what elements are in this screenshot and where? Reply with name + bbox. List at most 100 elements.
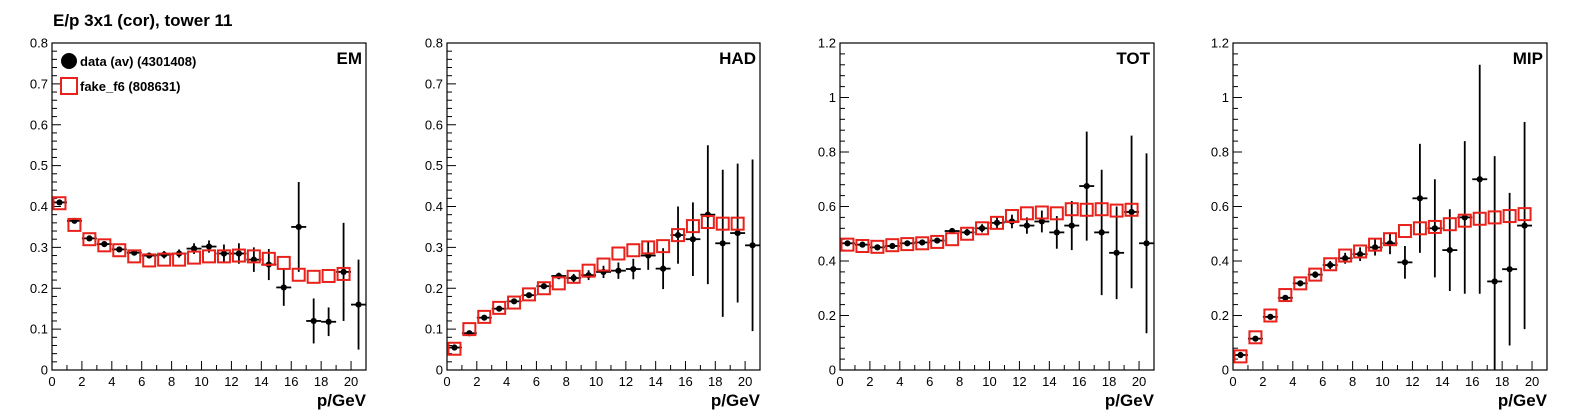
y-tick-label: 0	[829, 363, 836, 378]
data-point	[310, 317, 317, 325]
data-point	[1476, 176, 1483, 183]
legend-marker-fake	[60, 77, 78, 95]
x-tick-label: 18	[1102, 374, 1116, 389]
y-tick-label: 0.3	[425, 240, 443, 255]
data-point	[1098, 229, 1105, 236]
fake-point	[551, 276, 566, 291]
data-point	[889, 242, 896, 250]
x-tick-label: 2	[1259, 374, 1266, 389]
data-point	[1327, 261, 1334, 269]
fake-point	[900, 237, 915, 252]
fake-point	[1079, 202, 1094, 217]
y-tick-label: 0.7	[425, 76, 443, 91]
data-point	[1312, 271, 1319, 278]
fake-point	[1502, 209, 1517, 224]
data-point	[146, 252, 153, 259]
data-point	[1297, 280, 1304, 287]
fake-point	[1457, 213, 1472, 228]
chart-panel-had: 0 2 4 6 8 10 12 14 16 18 20 0 0.1 0.2 0.3 0.4 0.5 0.6 0.7 0…	[425, 36, 761, 411]
y-tick-label: 1	[829, 90, 836, 105]
fake-point	[611, 246, 626, 261]
data-point	[1446, 247, 1453, 254]
x-tick-label: 16	[1072, 374, 1086, 389]
fake-point	[1323, 257, 1338, 272]
data-point	[615, 267, 622, 274]
data-point	[1038, 218, 1045, 225]
y-tick-label: 0.2	[1211, 308, 1229, 323]
y-tick-label: 0.4	[425, 199, 443, 214]
fake-point	[142, 253, 157, 268]
data-point	[1053, 229, 1060, 236]
legend-marker-data	[61, 53, 77, 69]
fake-point	[566, 269, 581, 284]
y-tick-label: 0.8	[818, 145, 836, 160]
data-point	[719, 240, 726, 247]
x-tick-label: 12	[619, 374, 633, 389]
fake-point	[246, 249, 261, 264]
legend-label-data: data (av) (4301408)	[80, 54, 196, 69]
x-tick-label: 8	[563, 374, 570, 389]
fake-point	[685, 219, 700, 234]
fake-point	[855, 239, 870, 254]
x-tick-label: 12	[1012, 374, 1026, 389]
fake-point	[671, 228, 686, 243]
x-tick-label: 16	[1465, 374, 1479, 389]
x-tick-label: 12	[224, 374, 238, 389]
y-tick-label: 1.2	[818, 36, 836, 51]
plot-frame	[1232, 42, 1548, 371]
fake-point	[1338, 248, 1353, 263]
data-point	[919, 239, 926, 246]
fake-point	[990, 215, 1004, 230]
x-tick-label: 8	[956, 374, 963, 389]
fake-point	[641, 240, 656, 255]
panel-label: HAD	[719, 49, 756, 68]
x-tick-label: 20	[1132, 374, 1146, 389]
fake-point	[975, 221, 990, 236]
fake-point	[715, 216, 730, 231]
data-point	[190, 245, 198, 252]
data-point	[496, 305, 503, 312]
data-point	[86, 235, 93, 242]
fake-point	[291, 267, 306, 282]
fake-point	[1397, 224, 1412, 239]
fake-point	[945, 232, 960, 247]
data-point	[1416, 195, 1424, 202]
fake-point	[112, 243, 127, 258]
data-point	[1342, 255, 1349, 262]
data-point	[904, 240, 911, 247]
data-point	[540, 283, 547, 290]
data-point	[1252, 335, 1259, 342]
y-tick-label: 0	[1222, 363, 1229, 378]
data-point	[1068, 222, 1075, 229]
y-tick-label: 1	[1222, 90, 1229, 105]
x-tick-label: 4	[1289, 374, 1296, 389]
data-point	[689, 236, 697, 243]
fake-point	[1124, 202, 1139, 217]
x-tick-label: 4	[108, 374, 115, 389]
fake-point	[536, 281, 551, 296]
chart-panel-mip: 0 2 4 6 8 10 12 14 16 18 20 0 0.2 0.4 0.6 0.8 1 1.2 p/GeV M…	[1211, 36, 1548, 411]
data-point	[1521, 222, 1528, 229]
panel-label: MIP	[1513, 49, 1543, 68]
fake-point	[1004, 209, 1019, 224]
fake-point	[730, 216, 745, 231]
fake-point	[52, 196, 67, 211]
data-point	[749, 242, 756, 249]
y-tick-label: 0.8	[425, 36, 443, 51]
fake-point	[1263, 308, 1278, 323]
data-point	[1128, 208, 1135, 216]
data-point	[844, 240, 851, 247]
x-tick-label: 18	[1495, 374, 1509, 389]
chart-panel-tot: 0 2 4 6 8 10 12 14 16 18 20 0 0.2 0.4 0.6 0.8 1 1.2 p/GeV T…	[818, 36, 1155, 411]
data-point	[630, 265, 637, 273]
x-tick-label: 10	[589, 374, 603, 389]
fake-point	[930, 234, 945, 249]
x-tick-label: 10	[1375, 374, 1389, 389]
data-point	[1113, 249, 1120, 256]
data-point	[510, 298, 518, 305]
fake-point	[462, 322, 477, 337]
data-point	[1401, 259, 1409, 266]
x-tick-label: 6	[138, 374, 145, 389]
x-tick-label: 20	[1525, 374, 1539, 389]
